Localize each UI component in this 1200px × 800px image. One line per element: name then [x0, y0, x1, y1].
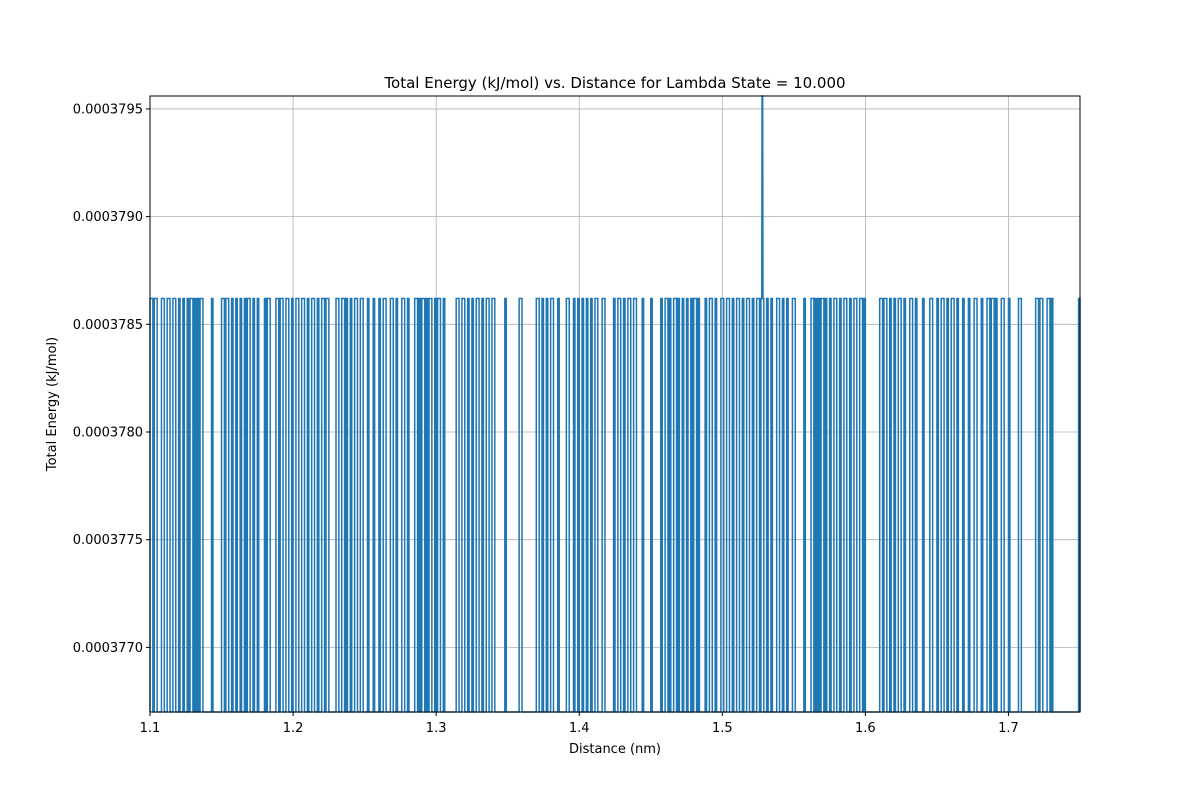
x-tick-label: 1.3 — [426, 721, 447, 736]
x-tick-label: 1.2 — [283, 721, 304, 736]
x-tick-label: 1.6 — [855, 721, 876, 736]
y-tick-label: 0.0003790 — [73, 210, 143, 225]
y-axis-label: Total Energy (kJ/mol) — [45, 337, 60, 472]
chart-title: Total Energy (kJ/mol) vs. Distance for L… — [383, 74, 845, 92]
y-tick-label: 0.0003775 — [73, 533, 143, 548]
x-tick-label: 1.1 — [140, 721, 161, 736]
y-tick-label: 0.0003785 — [73, 318, 143, 333]
y-axis: 0.0003770 0.0003775 0.0003780 0.0003785 0.00… — [73, 102, 150, 656]
plot-frame — [149, 95, 1081, 713]
y-tick-label: 0.0003780 — [73, 426, 143, 441]
y-tick-label: 0.0003795 — [73, 102, 143, 117]
x-tick-label: 1.4 — [569, 721, 590, 736]
x-axis: 1.1 1.2 1.3 1.4 1.5 1.6 1.7 — [140, 712, 1019, 736]
x-tick-label: 1.5 — [712, 721, 733, 736]
x-tick-label: 1.7 — [998, 721, 1019, 736]
y-tick-label: 0.0003770 — [73, 641, 143, 656]
x-axis-label: Distance (nm) — [569, 742, 661, 757]
